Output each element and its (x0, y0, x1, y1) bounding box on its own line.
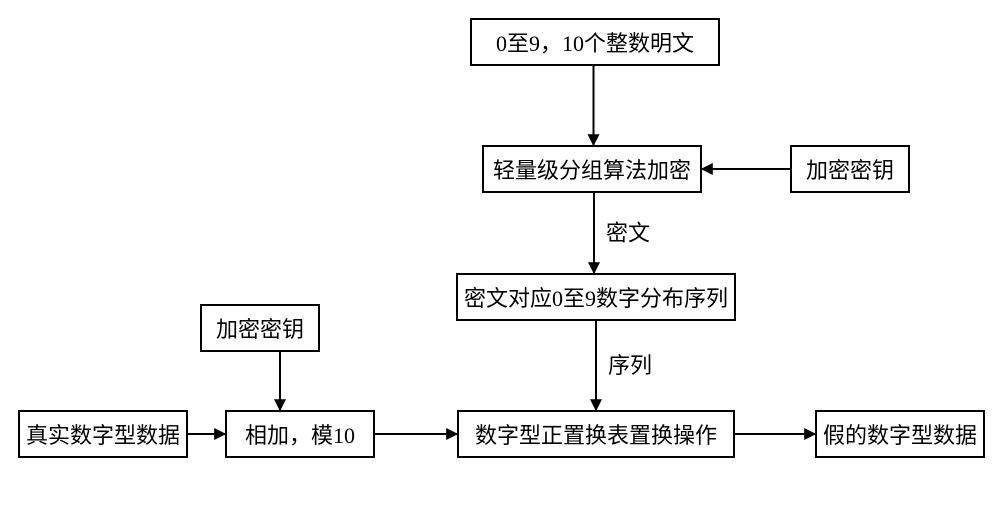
node-n_add: 相加，模10 (225, 410, 375, 458)
edge-label-n_encrypt-n_seq: 密文 (606, 221, 650, 246)
edge-label-n_seq-n_perm: 序列 (608, 353, 652, 378)
node-n_key1: 加密密钥 (790, 145, 910, 193)
node-n_fake: 假的数字型数据 (815, 410, 985, 458)
node-n_key2: 加密密钥 (200, 304, 320, 352)
node-n_encrypt: 轻量级分组算法加密 (482, 145, 702, 193)
node-n_perm: 数字型正置换表置换操作 (457, 410, 735, 458)
node-n_seq: 密文对应0至9数字分布序列 (456, 273, 736, 321)
node-n_real: 真实数字型数据 (18, 410, 188, 458)
node-n_plain: 0至9，10个整数明文 (470, 18, 720, 66)
